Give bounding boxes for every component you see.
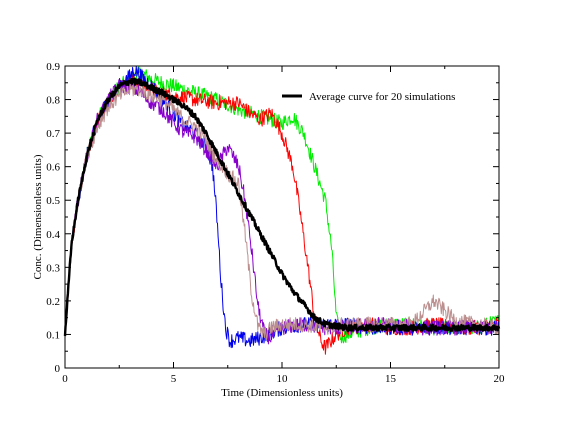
y-axis-title: Conc. (Dimensionless units) [32,154,44,279]
y-tick-label: 0.4 [46,229,60,241]
y-tick-label: 0.8 [46,95,60,107]
y-tick-label: 0.3 [46,262,60,274]
y-tick-label: 0.6 [46,162,60,174]
legend: Average curve for 20 simulations [282,91,455,103]
y-tick-label: 0.2 [46,296,60,308]
y-tick-label: 0.5 [46,195,60,207]
y-tick-label: 0.7 [46,128,60,140]
series-layer [63,65,501,355]
ticks-layer: 0 5 10 15 20 0 0.1 0.2 0.3 0.4 0.5 0.6 0.7 0.8 0.9 [46,61,505,385]
simulation-series-line [64,79,500,345]
y-tick-label: 0.9 [46,61,60,73]
average-series-line [63,77,501,337]
x-tick-label: 0 [62,373,68,385]
y-tick-label: 0 [55,363,61,375]
x-axis-title: Time (Dimensionless units) [221,387,343,399]
y-tick-label: 0.1 [46,329,60,341]
x-tick-label: 5 [171,373,177,385]
simulation-series-line [64,81,500,341]
legend-label: Average curve for 20 simulations [309,91,455,103]
x-tick-label: 15 [385,373,397,385]
x-tick-label: 20 [494,373,506,385]
x-tick-label: 10 [277,373,289,385]
simulation-series-line [64,73,500,355]
